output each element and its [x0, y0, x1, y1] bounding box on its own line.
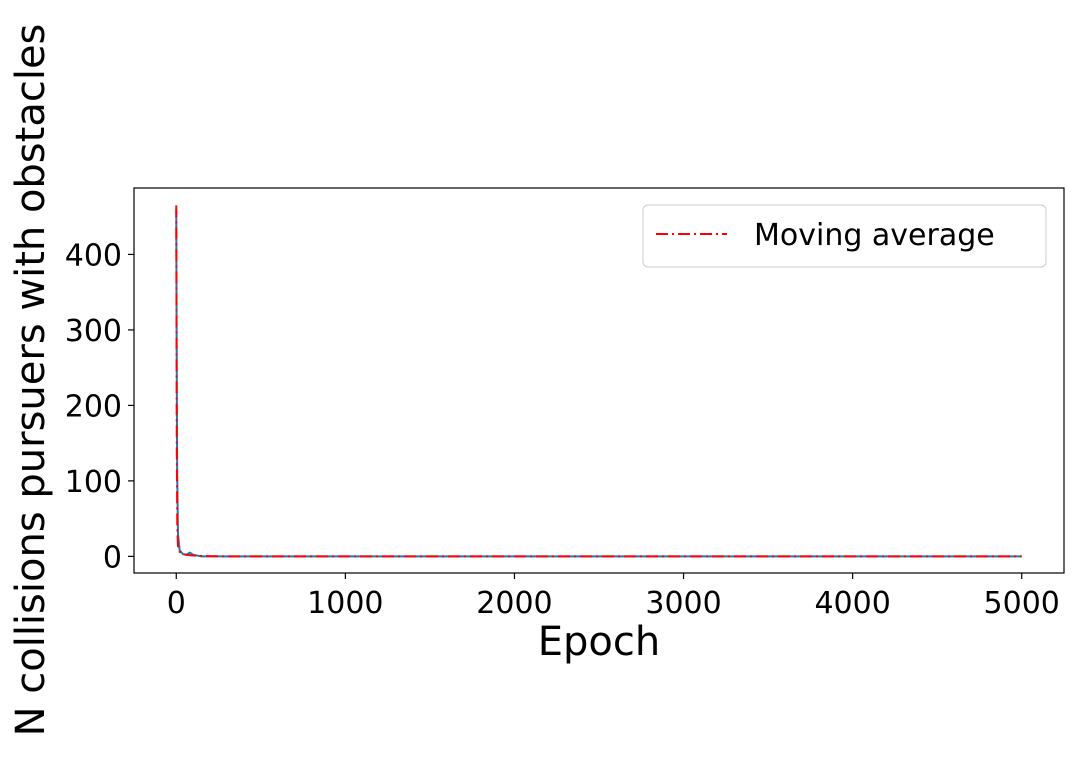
x-tick-label: 1000 [307, 586, 383, 621]
y-tick-label: 300 [65, 314, 122, 349]
plot-area [133, 187, 1065, 574]
x-tick-label: 5000 [984, 586, 1060, 621]
y-tick-label: 200 [65, 389, 122, 424]
x-axis-title: Epoch [538, 619, 660, 665]
legend-box [642, 204, 1047, 268]
x-tick-label: 2000 [476, 586, 552, 621]
y-axis-title: N collisions pursuers with obstacles [8, 24, 54, 737]
y-axis-ticks: 0 100 200 300 400 [65, 238, 134, 575]
x-axis-ticks: 0 1000 2000 3000 4000 5000 [167, 573, 1060, 621]
series-line-moving-average [175, 205, 1022, 558]
y-tick-label: 400 [65, 238, 122, 273]
x-tick-label: 4000 [814, 586, 890, 621]
legend-label-moving-average: Moving average [754, 218, 995, 253]
x-tick-label: 0 [167, 586, 186, 621]
legend: Moving average [642, 204, 1047, 268]
y-tick-label: 100 [65, 465, 122, 500]
series-layer [175, 205, 1022, 558]
y-tick-label: 0 [103, 540, 122, 575]
x-tick-label: 3000 [645, 586, 721, 621]
